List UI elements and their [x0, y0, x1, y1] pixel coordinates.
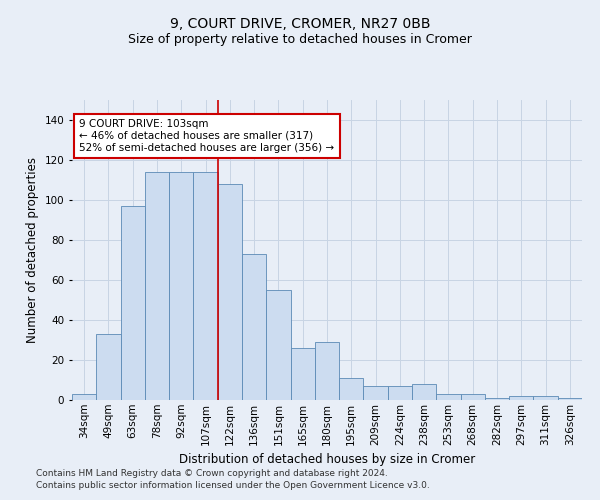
X-axis label: Distribution of detached houses by size in Cromer: Distribution of detached houses by size … [179, 453, 475, 466]
Bar [509, 396, 533, 400]
Bar [193, 172, 218, 400]
Text: Contains HM Land Registry data © Crown copyright and database right 2024.: Contains HM Land Registry data © Crown c… [36, 468, 388, 477]
Bar [218, 184, 242, 400]
Bar [121, 206, 145, 400]
Text: 9, COURT DRIVE, CROMER, NR27 0BB: 9, COURT DRIVE, CROMER, NR27 0BB [170, 18, 430, 32]
Text: Contains public sector information licensed under the Open Government Licence v3: Contains public sector information licen… [36, 481, 430, 490]
Bar [436, 394, 461, 400]
Y-axis label: Number of detached properties: Number of detached properties [26, 157, 39, 343]
Bar [364, 386, 388, 400]
Bar [412, 384, 436, 400]
Bar [242, 254, 266, 400]
Bar [315, 342, 339, 400]
Text: 9 COURT DRIVE: 103sqm
← 46% of detached houses are smaller (317)
52% of semi-det: 9 COURT DRIVE: 103sqm ← 46% of detached … [79, 120, 334, 152]
Bar [339, 378, 364, 400]
Bar [388, 386, 412, 400]
Bar [169, 172, 193, 400]
Bar [533, 396, 558, 400]
Bar [72, 394, 96, 400]
Bar [266, 290, 290, 400]
Bar [461, 394, 485, 400]
Bar [145, 172, 169, 400]
Bar [290, 348, 315, 400]
Bar [485, 398, 509, 400]
Text: Size of property relative to detached houses in Cromer: Size of property relative to detached ho… [128, 32, 472, 46]
Bar [558, 398, 582, 400]
Bar [96, 334, 121, 400]
